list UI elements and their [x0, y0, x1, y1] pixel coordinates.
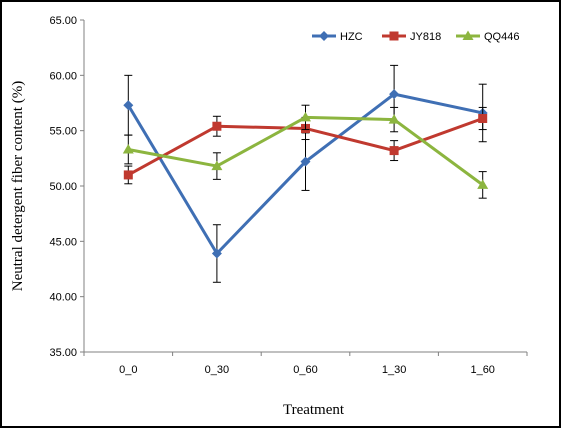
- y-tick-label: 35.00: [49, 347, 77, 359]
- y-tick-label: 65.00: [49, 15, 77, 27]
- x-tick-labels: 0_0 0_30 0_60 1_30 1_60: [119, 364, 495, 376]
- series-qq446: [122, 104, 489, 199]
- x-tick-label: 1_30: [382, 364, 406, 376]
- x-tick-label: 0_60: [293, 364, 317, 376]
- data-point: [212, 121, 222, 131]
- x-tick-label: 0_0: [119, 364, 137, 376]
- y-axis-title: Neutral detergent fiber content (%): [10, 81, 26, 291]
- y-tick-label: 55.00: [49, 126, 77, 138]
- y-tick-label: 45.00: [49, 236, 77, 248]
- data-point: [211, 160, 223, 171]
- data-point: [389, 146, 399, 156]
- legend-marker: [319, 31, 329, 41]
- legend-label: HZC: [340, 31, 363, 43]
- legend-marker: [462, 30, 474, 40]
- data-point: [123, 170, 133, 180]
- legend-label: JY818: [410, 31, 441, 43]
- y-tick-label: 60.00: [49, 70, 77, 82]
- x-axis-title: Treatment: [283, 402, 345, 418]
- y-tick-label: 40.00: [49, 292, 77, 304]
- data-point: [389, 89, 400, 100]
- data-point: [300, 111, 311, 122]
- data-point: [478, 113, 488, 123]
- data-point: [388, 114, 400, 124]
- axes: [80, 19, 528, 356]
- x-tick-label: 0_30: [205, 364, 229, 376]
- data-point: [211, 248, 222, 259]
- data-point: [300, 156, 311, 167]
- series-hzc: [123, 64, 488, 283]
- data-point: [123, 100, 134, 111]
- y-tick-label: 50.00: [49, 181, 77, 193]
- data-point: [122, 143, 134, 154]
- legend-marker: [389, 31, 399, 41]
- series-layer: [122, 64, 489, 283]
- legend: HZC JY818 QQ446: [312, 30, 519, 43]
- data-point: [477, 179, 489, 189]
- x-tick-label: 1_60: [470, 364, 494, 376]
- legend-label: QQ446: [484, 31, 519, 43]
- y-tick-labels: 35.00 40.00 45.00 50.00 55.00 60.00 65.00: [49, 15, 77, 359]
